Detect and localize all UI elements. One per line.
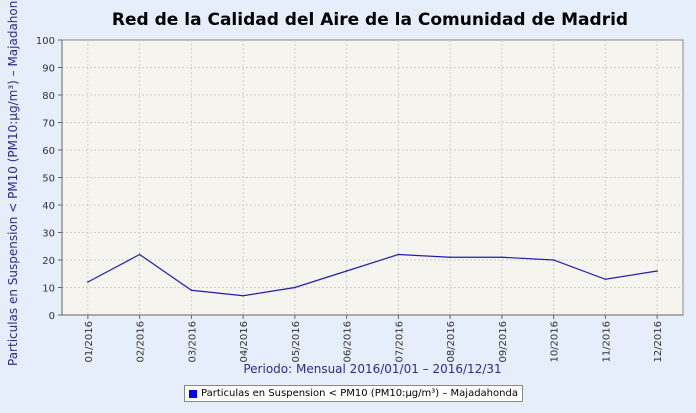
y-tick-label: 50 xyxy=(42,174,55,185)
y-tick-label: 70 xyxy=(42,119,55,130)
data-point xyxy=(449,256,451,259)
y-tick-label: 20 xyxy=(42,256,55,267)
x-axis-label: Periodo: Mensual 2016/01/01 – 2016/12/31 xyxy=(243,362,502,376)
data-point xyxy=(294,286,296,289)
chart-title: Red de la Calidad del Aire de la Comunid… xyxy=(111,10,629,30)
y-tick-label: 30 xyxy=(42,229,55,240)
data-point xyxy=(242,294,244,297)
x-tick-label: 09/2016 xyxy=(498,321,509,363)
x-tick-label: 06/2016 xyxy=(343,321,354,363)
data-point xyxy=(397,253,400,256)
data-point xyxy=(501,256,503,259)
y-tick-label: 10 xyxy=(42,284,55,295)
x-tick-label: 08/2016 xyxy=(446,321,457,363)
x-tick-label: 11/2016 xyxy=(601,321,612,363)
legend-label: Particulas en Suspension < PM10 (PM10:µg… xyxy=(201,388,518,399)
x-tick-label: 01/2016 xyxy=(84,321,95,363)
data-point xyxy=(87,281,89,283)
y-tick-label: 90 xyxy=(42,64,55,75)
x-tick-label: 04/2016 xyxy=(239,321,250,363)
x-tick-label: 10/2016 xyxy=(550,321,561,363)
legend-swatch xyxy=(189,389,197,398)
data-point xyxy=(604,278,607,281)
x-tick-label: 12/2016 xyxy=(653,321,664,363)
series-line xyxy=(87,253,658,297)
y-tick-label: 80 xyxy=(42,91,55,102)
x-tick-label: 03/2016 xyxy=(187,321,198,363)
y-tick-label: 100 xyxy=(36,36,55,47)
data-point xyxy=(138,253,141,256)
y-tick-label: 0 xyxy=(49,311,55,322)
data-point xyxy=(190,289,193,292)
data-point xyxy=(656,270,658,272)
x-tick-label: 07/2016 xyxy=(394,321,405,363)
y-tick-label: 60 xyxy=(42,146,55,157)
data-point xyxy=(552,259,555,261)
legend: Particulas en Suspension < PM10 (PM10:µg… xyxy=(184,385,523,402)
x-tick-label: 02/2016 xyxy=(136,321,147,363)
y-tick-label: 40 xyxy=(42,201,55,212)
x-tick-label: 05/2016 xyxy=(291,321,302,363)
data-point xyxy=(345,270,348,272)
